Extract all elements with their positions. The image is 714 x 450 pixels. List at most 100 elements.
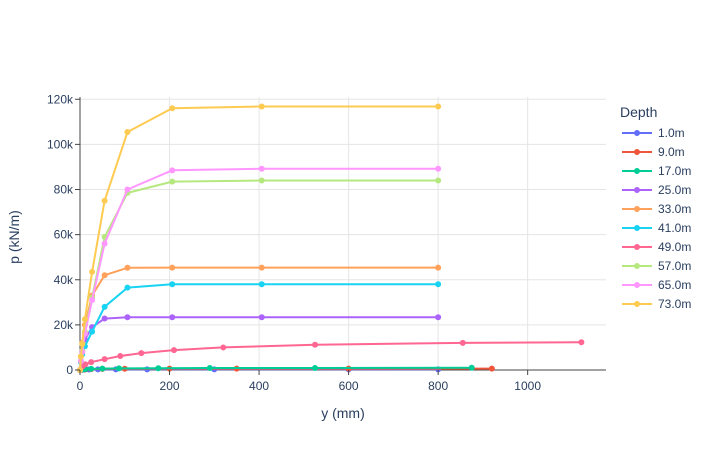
data-point[interactable] [81, 316, 88, 323]
plot-area[interactable] [77, 103, 585, 373]
legend-item[interactable]: 65.0m [622, 278, 691, 292]
y-tick-label: 80k [54, 183, 74, 197]
data-point[interactable] [468, 364, 475, 371]
legend-label: 57.0m [658, 259, 691, 273]
legend-swatch-marker [634, 301, 640, 307]
data-point[interactable] [101, 240, 108, 247]
data-point[interactable] [578, 339, 585, 346]
data-point[interactable] [124, 284, 131, 291]
data-point[interactable] [101, 272, 108, 279]
legend-item[interactable]: 57.0m [622, 259, 691, 273]
legend-item[interactable]: 33.0m [622, 202, 691, 216]
y-tick-label: 20k [54, 318, 74, 332]
y-axis-title: p (kN/m) [6, 210, 22, 264]
data-point[interactable] [88, 365, 95, 372]
data-point[interactable] [206, 364, 213, 371]
data-point[interactable] [435, 177, 442, 184]
data-point[interactable] [258, 314, 265, 321]
x-tick-label: 1000 [514, 379, 541, 393]
legend-swatch-marker [634, 225, 640, 231]
legend-item[interactable]: 41.0m [622, 221, 691, 235]
data-point[interactable] [169, 281, 176, 288]
legend-label: 65.0m [658, 278, 691, 292]
legend-swatch-marker [634, 187, 640, 193]
data-point[interactable] [89, 268, 96, 275]
legend-label: 73.0m [658, 297, 691, 311]
data-point[interactable] [124, 128, 131, 135]
x-axis: 0 200 400 600 800 1000 [77, 370, 541, 393]
data-point[interactable] [459, 339, 466, 346]
legend-title: Depth [620, 104, 657, 120]
data-point[interactable] [155, 365, 162, 372]
legend-item[interactable]: 17.0m [622, 164, 691, 178]
legend-item[interactable]: 49.0m [622, 240, 691, 254]
data-point[interactable] [99, 365, 106, 372]
series-line[interactable] [79, 105, 439, 371]
legend-label: 1.0m [658, 126, 685, 140]
data-point[interactable] [169, 178, 176, 185]
data-point[interactable] [117, 353, 124, 360]
data-point[interactable] [101, 315, 108, 322]
data-point[interactable] [169, 314, 176, 321]
data-point[interactable] [169, 264, 176, 271]
legend-swatch-marker [634, 244, 640, 250]
legend-item[interactable]: 73.0m [622, 297, 691, 311]
data-point[interactable] [89, 297, 96, 304]
y-tick-label: 120k [47, 92, 74, 106]
data-point[interactable] [88, 359, 95, 366]
data-point[interactable] [258, 103, 265, 110]
y-tick-label: 100k [47, 137, 74, 151]
data-point[interactable] [258, 165, 265, 172]
x-tick-label: 200 [160, 379, 180, 393]
x-axis-title: y (mm) [321, 405, 365, 421]
data-point[interactable] [488, 365, 495, 372]
legend-swatch-marker [634, 149, 640, 155]
data-point[interactable] [258, 177, 265, 184]
data-point[interactable] [101, 197, 108, 204]
x-tick-label: 600 [339, 379, 359, 393]
data-point[interactable] [79, 341, 86, 348]
data-point[interactable] [171, 347, 178, 354]
legend-swatch-marker [634, 263, 640, 269]
legend-item[interactable]: 25.0m [622, 183, 691, 197]
data-point[interactable] [169, 105, 176, 112]
series-73.0m[interactable] [77, 103, 442, 373]
data-point[interactable] [220, 344, 227, 351]
data-point[interactable] [82, 361, 89, 368]
legend-label: 33.0m [658, 202, 691, 216]
data-point[interactable] [124, 314, 131, 321]
data-point[interactable] [138, 350, 145, 357]
series-line[interactable] [79, 341, 582, 371]
y-tick-label: 40k [54, 273, 74, 287]
legend-swatch-marker [634, 130, 640, 136]
data-point[interactable] [89, 328, 96, 335]
data-point[interactable] [312, 341, 319, 348]
data-point[interactable] [124, 186, 131, 193]
legend-label: 49.0m [658, 240, 691, 254]
legend-label: 25.0m [658, 183, 691, 197]
x-tick-label: 400 [249, 379, 269, 393]
data-point[interactable] [124, 264, 131, 271]
legend-swatch-marker [634, 206, 640, 212]
series-9.0m[interactable] [77, 365, 495, 373]
legend-label: 9.0m [658, 145, 685, 159]
data-point[interactable] [435, 165, 442, 172]
data-point[interactable] [169, 167, 176, 174]
data-point[interactable] [435, 281, 442, 288]
legend-label: 41.0m [658, 221, 691, 235]
data-point[interactable] [101, 303, 108, 310]
data-point[interactable] [77, 353, 84, 360]
data-point[interactable] [435, 314, 442, 321]
data-point[interactable] [435, 103, 442, 110]
data-point[interactable] [312, 364, 319, 371]
legend-item[interactable]: 1.0m [622, 126, 685, 140]
x-tick-label: 800 [428, 379, 448, 393]
series-17.0m[interactable] [77, 364, 475, 373]
data-point[interactable] [101, 356, 108, 363]
legend-item[interactable]: 9.0m [622, 145, 685, 159]
data-point[interactable] [435, 264, 442, 271]
data-point[interactable] [115, 365, 122, 372]
data-point[interactable] [258, 281, 265, 288]
data-point[interactable] [258, 264, 265, 271]
